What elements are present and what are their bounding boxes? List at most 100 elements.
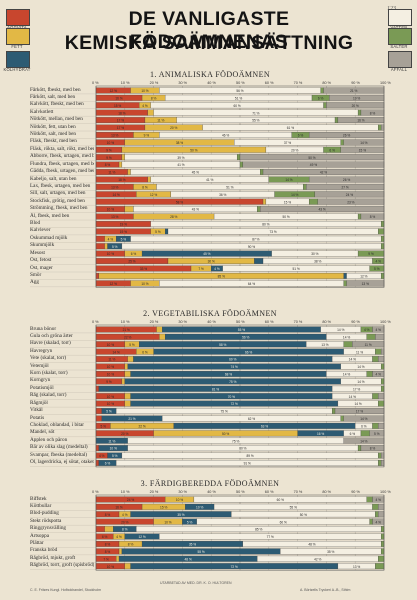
data-label: 30 % <box>208 260 215 264</box>
row-label: Kalvkött, fbeskt, med ben <box>30 101 84 108</box>
data-label: 8 % <box>105 543 111 547</box>
data-label: 36 % <box>219 193 226 197</box>
data-label: 6 % <box>318 96 324 100</box>
data-label: 12 % <box>360 275 367 279</box>
bar-segment <box>124 206 134 213</box>
tick-label: 100 % <box>380 490 391 494</box>
tick-label: 50 % <box>236 320 245 324</box>
bar-segment <box>380 452 385 459</box>
bar-segment <box>378 503 385 510</box>
data-label: 73 % <box>269 230 276 234</box>
row-label: Potatismjöl <box>30 384 54 391</box>
data-label: 6 % <box>131 252 137 256</box>
data-label: 5 % <box>106 410 112 414</box>
bar-segment <box>360 430 370 437</box>
row-label: Rågbröd, mjukt, groft <box>30 554 76 561</box>
data-label: 14 % <box>113 350 120 354</box>
row-label: Ärtsoppa <box>30 532 50 539</box>
data-label: 21 % <box>128 417 135 421</box>
bar-segment <box>95 526 105 533</box>
bar-segment <box>378 393 385 400</box>
row-label: Kabeljo, salt, utan ben <box>30 175 77 182</box>
row-label: Lax, fbesk, urtagen, med ben <box>30 182 91 189</box>
bar-segment <box>343 272 347 279</box>
data-label: 56 % <box>236 89 243 93</box>
section-title: 1. ANIMALISKA FÖDOÄMNEN <box>149 70 271 79</box>
data-label: 17 % <box>356 410 363 414</box>
data-label: 80 % <box>262 223 269 227</box>
row-label: Gädda, fbesk, urtagen, med ben <box>30 168 94 175</box>
tick-label: 60 % <box>264 320 274 324</box>
data-label: 19 % <box>120 223 127 227</box>
bar-segment <box>121 154 125 161</box>
data-label: 5 % <box>121 237 127 241</box>
tick-label: 40 % <box>207 81 216 85</box>
data-label: 9 % <box>106 148 112 152</box>
bar-segment <box>340 415 344 422</box>
legend-swatch <box>6 51 30 68</box>
data-label: 10 % <box>196 505 203 509</box>
bar-segment <box>124 363 128 370</box>
data-label: 5 % <box>100 424 106 428</box>
bar-segment <box>375 511 379 518</box>
bar-segment <box>262 198 267 205</box>
data-label: 5 % <box>155 230 161 234</box>
data-label: 48 % <box>185 557 192 561</box>
data-label: 49 % <box>310 163 317 167</box>
bar-segment <box>380 124 385 131</box>
row-label: Stekt rödspotta <box>30 517 62 524</box>
data-label: 17 % <box>353 387 360 391</box>
data-label: 13 % <box>362 282 369 286</box>
data-label: 13 % <box>353 565 360 569</box>
bar-segment <box>127 169 131 175</box>
data-label: 72 % <box>231 565 238 569</box>
data-label: 35 % <box>189 543 196 547</box>
data-label: 35 % <box>177 513 184 517</box>
data-label: 10 % <box>107 208 114 212</box>
footer-printer: A. Börtzells Tryckeri A.-B., Sthlm <box>300 588 351 592</box>
data-label: 9 % <box>144 134 150 138</box>
data-label: 33 % <box>140 267 147 271</box>
data-label: 20 % <box>170 126 177 130</box>
data-label: 16 % <box>115 96 122 100</box>
data-label: 21 % <box>350 89 357 93</box>
data-label: 75 % <box>221 410 228 414</box>
data-label: 51 % <box>226 185 233 189</box>
bar-segment <box>95 243 105 250</box>
data-label: 61 % <box>287 126 294 130</box>
data-label: 11 % <box>356 350 363 354</box>
bar-segment <box>380 540 385 547</box>
title-line-1: DE VANLIGASTE FÖDOÄMNENAS <box>128 8 290 53</box>
legend-swatch <box>388 9 412 26</box>
bar-segment <box>323 102 327 109</box>
data-label: 11 % <box>108 439 115 443</box>
data-label: 18 % <box>118 111 125 115</box>
data-label: 4 % <box>364 328 370 332</box>
row-label: Rågmjöl <box>30 399 48 406</box>
bar-segment <box>334 117 339 124</box>
tick-label: 60 % <box>264 81 274 85</box>
row-label: Ost, fetost <box>30 257 52 264</box>
row-label: Choklad, oblandad, i bitar <box>30 421 85 428</box>
row-label: Mesost <box>30 249 45 256</box>
data-label: 14 % <box>343 335 350 339</box>
data-label: 20 % <box>352 104 359 108</box>
data-label: 14 % <box>354 402 361 406</box>
bar-segment <box>95 445 100 452</box>
row-label: Gula och gröna ärter <box>30 332 73 339</box>
bar-segment <box>260 169 264 175</box>
row-label: Nötkött, fett, utan ben <box>30 123 76 130</box>
data-label: 6 % <box>105 462 111 466</box>
data-label: 11 % <box>108 358 115 362</box>
data-label: 60 % <box>277 498 284 502</box>
bar-segment <box>372 422 379 429</box>
legend-swatch <box>6 28 30 45</box>
row-label: Svampar, fbeska (medeltal) <box>30 451 87 458</box>
bar-segment <box>95 460 100 466</box>
row-label: Äpplen och päron <box>30 436 68 443</box>
bar-segment <box>380 526 385 533</box>
legend-label: ÄGGVITA <box>2 25 32 30</box>
bar-segment <box>95 415 102 422</box>
bar-segment <box>308 198 318 205</box>
bar-segment <box>380 348 385 355</box>
